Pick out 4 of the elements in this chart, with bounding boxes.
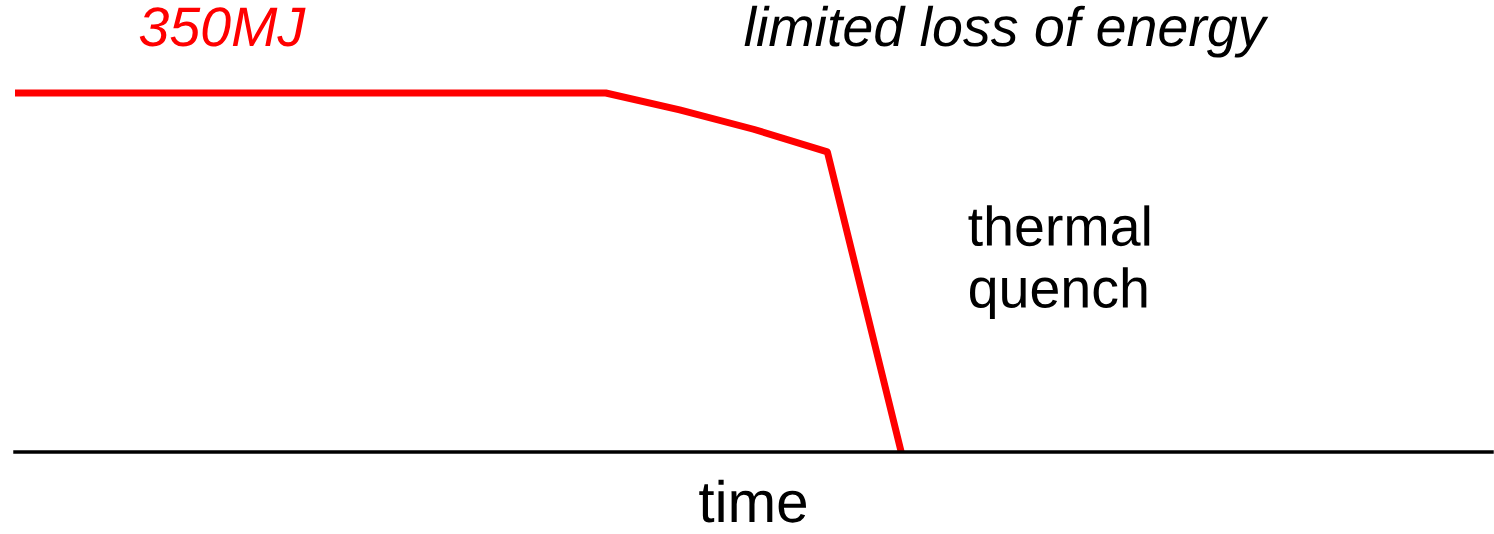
- x-axis-title: time: [699, 479, 807, 523]
- text: 350MJ: [139, 7, 306, 47]
- annotation: thermal quench: [968, 205, 1150, 319]
- text: limited loss of energy: [744, 5, 1269, 58]
